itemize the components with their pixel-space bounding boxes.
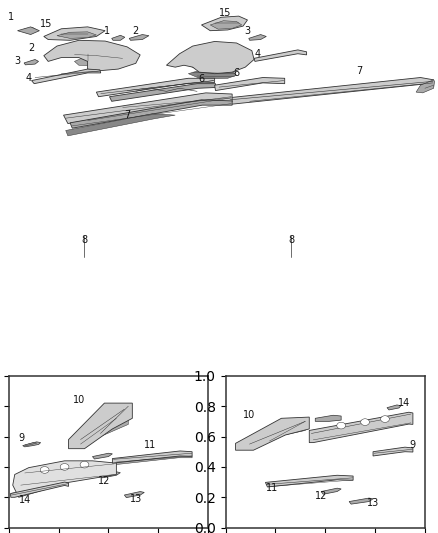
Text: 7: 7: [124, 110, 130, 120]
Text: 2: 2: [28, 43, 35, 53]
Polygon shape: [32, 69, 101, 84]
Polygon shape: [124, 491, 144, 498]
Polygon shape: [166, 42, 254, 74]
Polygon shape: [44, 27, 105, 41]
Polygon shape: [13, 461, 117, 497]
Polygon shape: [24, 60, 39, 65]
Circle shape: [80, 461, 89, 468]
Text: 6: 6: [198, 74, 205, 84]
Polygon shape: [309, 412, 413, 442]
Polygon shape: [315, 415, 341, 422]
Text: 15: 15: [219, 9, 232, 19]
Text: 4: 4: [25, 73, 32, 83]
Text: 4: 4: [254, 49, 261, 59]
Polygon shape: [25, 442, 37, 446]
Text: 1: 1: [8, 12, 14, 22]
Text: 11: 11: [144, 440, 156, 450]
Polygon shape: [57, 32, 96, 38]
Circle shape: [360, 419, 370, 425]
Polygon shape: [236, 417, 309, 450]
Circle shape: [40, 466, 49, 473]
Polygon shape: [349, 498, 373, 504]
Text: 3: 3: [14, 55, 21, 66]
Polygon shape: [69, 403, 132, 449]
Polygon shape: [23, 442, 41, 447]
Polygon shape: [321, 488, 341, 494]
Text: 9: 9: [19, 433, 25, 443]
Text: 8: 8: [288, 235, 294, 245]
Text: 11: 11: [266, 483, 279, 494]
Text: 8: 8: [81, 235, 87, 245]
Polygon shape: [11, 492, 15, 496]
Polygon shape: [210, 21, 242, 29]
Text: 1: 1: [104, 27, 110, 36]
Polygon shape: [228, 77, 434, 104]
Polygon shape: [64, 93, 232, 124]
Polygon shape: [265, 475, 353, 487]
Text: 13: 13: [130, 494, 142, 504]
Polygon shape: [11, 482, 69, 497]
Text: 3: 3: [244, 27, 251, 36]
Polygon shape: [201, 16, 247, 31]
Polygon shape: [44, 41, 140, 71]
Polygon shape: [129, 35, 149, 41]
Polygon shape: [254, 50, 307, 61]
Polygon shape: [215, 77, 285, 91]
Polygon shape: [387, 405, 401, 410]
Text: 7: 7: [356, 66, 362, 76]
Polygon shape: [96, 78, 215, 96]
Polygon shape: [184, 53, 243, 70]
Text: 13: 13: [367, 498, 379, 508]
Text: 10: 10: [74, 395, 86, 405]
Polygon shape: [110, 84, 215, 101]
Polygon shape: [245, 421, 305, 448]
Polygon shape: [249, 35, 266, 41]
Text: 14: 14: [18, 495, 31, 505]
Polygon shape: [70, 100, 232, 128]
Polygon shape: [66, 114, 175, 136]
Polygon shape: [74, 54, 123, 66]
Polygon shape: [114, 456, 192, 465]
Text: 6: 6: [233, 68, 240, 78]
Circle shape: [60, 464, 69, 470]
Polygon shape: [100, 472, 120, 478]
Polygon shape: [112, 35, 125, 41]
Polygon shape: [416, 80, 434, 93]
Text: 10: 10: [244, 409, 256, 419]
Polygon shape: [77, 412, 128, 444]
Text: 12: 12: [315, 491, 328, 501]
Circle shape: [337, 422, 346, 429]
Text: 14: 14: [398, 398, 410, 408]
Polygon shape: [373, 447, 413, 456]
Polygon shape: [188, 69, 237, 79]
Text: 12: 12: [98, 475, 111, 486]
Text: 9: 9: [410, 440, 416, 450]
Circle shape: [381, 416, 389, 422]
Polygon shape: [18, 27, 39, 35]
Text: 2: 2: [133, 27, 139, 36]
Polygon shape: [92, 453, 113, 459]
Text: 15: 15: [40, 19, 52, 29]
Polygon shape: [113, 451, 192, 463]
